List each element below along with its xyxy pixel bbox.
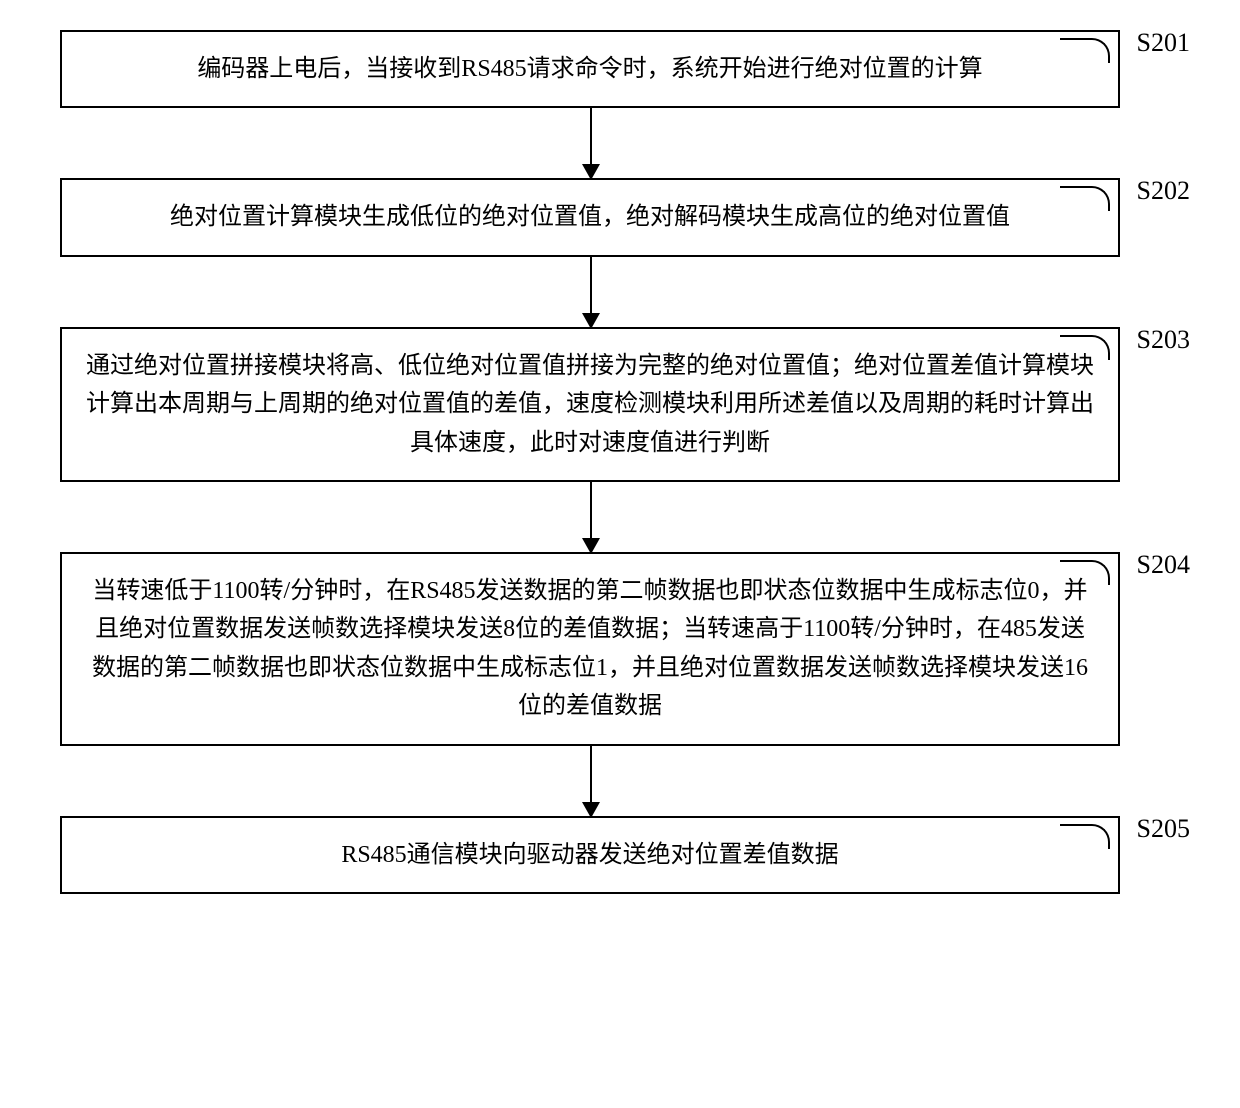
- step-box-1: 编码器上电后，当接收到RS485请求命令时，系统开始进行绝对位置的计算: [60, 30, 1120, 108]
- step-container-5: RS485通信模块向驱动器发送绝对位置差值数据 S205: [30, 816, 1210, 894]
- step-label-1: S201: [1137, 28, 1190, 58]
- step-container-2: 绝对位置计算模块生成低位的绝对位置值，绝对解码模块生成高位的绝对位置值 S202: [30, 178, 1210, 256]
- step-box-4: 当转速低于1100转/分钟时，在RS485发送数据的第二帧数据也即状态位数据中生…: [60, 552, 1120, 746]
- label-connector-4: [1060, 560, 1110, 585]
- label-connector-1: [1060, 38, 1110, 63]
- step-label-2: S202: [1137, 176, 1190, 206]
- arrow-3: [590, 482, 592, 552]
- step-text-1: 编码器上电后，当接收到RS485请求命令时，系统开始进行绝对位置的计算: [197, 50, 982, 88]
- arrow-4: [590, 746, 592, 816]
- step-container-1: 编码器上电后，当接收到RS485请求命令时，系统开始进行绝对位置的计算 S201: [30, 30, 1210, 108]
- arrow-container-2: [30, 257, 1210, 327]
- arrow-container-3: [30, 482, 1210, 552]
- step-container-4: 当转速低于1100转/分钟时，在RS485发送数据的第二帧数据也即状态位数据中生…: [30, 552, 1210, 746]
- label-connector-3: [1060, 335, 1110, 360]
- step-text-3: 通过绝对位置拼接模块将高、低位绝对位置值拼接为完整的绝对位置值；绝对位置差值计算…: [86, 347, 1094, 462]
- step-box-3: 通过绝对位置拼接模块将高、低位绝对位置值拼接为完整的绝对位置值；绝对位置差值计算…: [60, 327, 1120, 482]
- arrow-2: [590, 257, 592, 327]
- step-label-4: S204: [1137, 550, 1190, 580]
- arrow-container-4: [30, 746, 1210, 816]
- label-connector-5: [1060, 824, 1110, 849]
- step-label-3: S203: [1137, 325, 1190, 355]
- step-box-5: RS485通信模块向驱动器发送绝对位置差值数据: [60, 816, 1120, 894]
- step-box-2: 绝对位置计算模块生成低位的绝对位置值，绝对解码模块生成高位的绝对位置值: [60, 178, 1120, 256]
- step-text-5: RS485通信模块向驱动器发送绝对位置差值数据: [341, 836, 838, 874]
- flowchart-container: 编码器上电后，当接收到RS485请求命令时，系统开始进行绝对位置的计算 S201…: [30, 30, 1210, 894]
- step-text-4: 当转速低于1100转/分钟时，在RS485发送数据的第二帧数据也即状态位数据中生…: [86, 572, 1094, 726]
- step-container-3: 通过绝对位置拼接模块将高、低位绝对位置值拼接为完整的绝对位置值；绝对位置差值计算…: [30, 327, 1210, 482]
- arrow-container-1: [30, 108, 1210, 178]
- step-text-2: 绝对位置计算模块生成低位的绝对位置值，绝对解码模块生成高位的绝对位置值: [170, 198, 1010, 236]
- step-label-5: S205: [1137, 814, 1190, 844]
- arrow-1: [590, 108, 592, 178]
- label-connector-2: [1060, 186, 1110, 211]
